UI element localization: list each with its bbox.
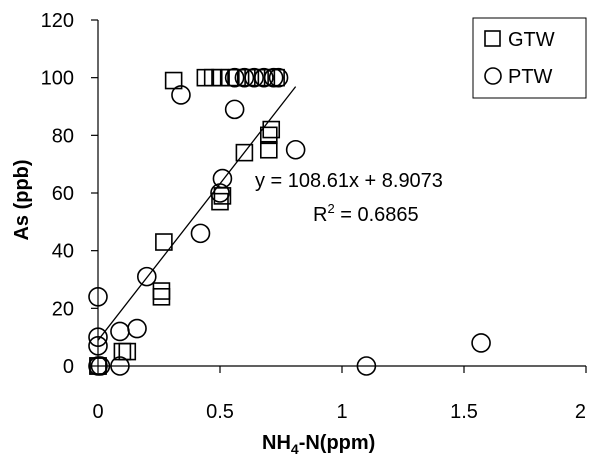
- ptw-point: [137, 266, 157, 287]
- ptw-point: [171, 85, 191, 105]
- ptw-point: [268, 67, 289, 88]
- ptw-point: [471, 333, 491, 353]
- ptw-point: [285, 139, 306, 160]
- gtw-point: [211, 192, 229, 211]
- gtw-point: [152, 282, 171, 300]
- y-tick-label: 40: [52, 241, 74, 263]
- legend-circle-marker: [484, 67, 502, 85]
- gtw-point: [211, 68, 229, 87]
- legend-label-gtw: GTW: [508, 29, 555, 51]
- ptw-point: [190, 223, 211, 244]
- legend: GTW PTW: [472, 17, 587, 99]
- ptw-point: [224, 67, 245, 88]
- x-tick-label: 1.5: [450, 401, 478, 423]
- y-tick-label: 20: [52, 298, 74, 320]
- y-tick-label: 60: [52, 183, 74, 205]
- gtw-point: [262, 120, 281, 139]
- data-points: [88, 67, 491, 376]
- ptw-point: [234, 67, 255, 88]
- x-tick-label: 0.5: [206, 401, 234, 423]
- y-axis-title: As (ppb): [11, 159, 33, 240]
- x-tick-label: 0: [92, 401, 103, 423]
- trendline: [97, 86, 297, 341]
- gtw-point: [259, 126, 278, 145]
- legend-square-marker: [484, 30, 501, 47]
- gtw-point: [152, 287, 171, 306]
- x-tick-label: 2: [575, 401, 586, 423]
- ptw-point: [263, 67, 284, 88]
- ptw-point: [110, 321, 130, 342]
- y-tick-label: 120: [41, 10, 74, 32]
- trendline-r-squared: R2 = 0.6865: [313, 201, 419, 226]
- ptw-point: [244, 67, 264, 88]
- legend-label-ptw: PTW: [508, 66, 553, 88]
- y-axis-ticks: 0 20 40 60 80 100 120: [41, 10, 98, 378]
- trendline-equation: y = 108.61x + 8.9073: [255, 170, 443, 192]
- ptw-point: [212, 168, 233, 189]
- y-tick-label: 80: [52, 125, 74, 147]
- x-axis-ticks: 0 0.5 1 1.5 2: [92, 366, 587, 423]
- gtw-point: [259, 140, 278, 159]
- gtw-point: [235, 143, 254, 162]
- y-tick-label: 100: [41, 68, 74, 90]
- ptw-point: [254, 67, 274, 88]
- gtw-point: [155, 233, 173, 251]
- ptw-point: [127, 318, 147, 339]
- y-tick-label: 0: [63, 356, 74, 378]
- x-tick-label: 1: [336, 401, 347, 423]
- x-axis-title: NH4-N(ppm): [262, 432, 375, 455]
- ptw-point: [224, 99, 245, 120]
